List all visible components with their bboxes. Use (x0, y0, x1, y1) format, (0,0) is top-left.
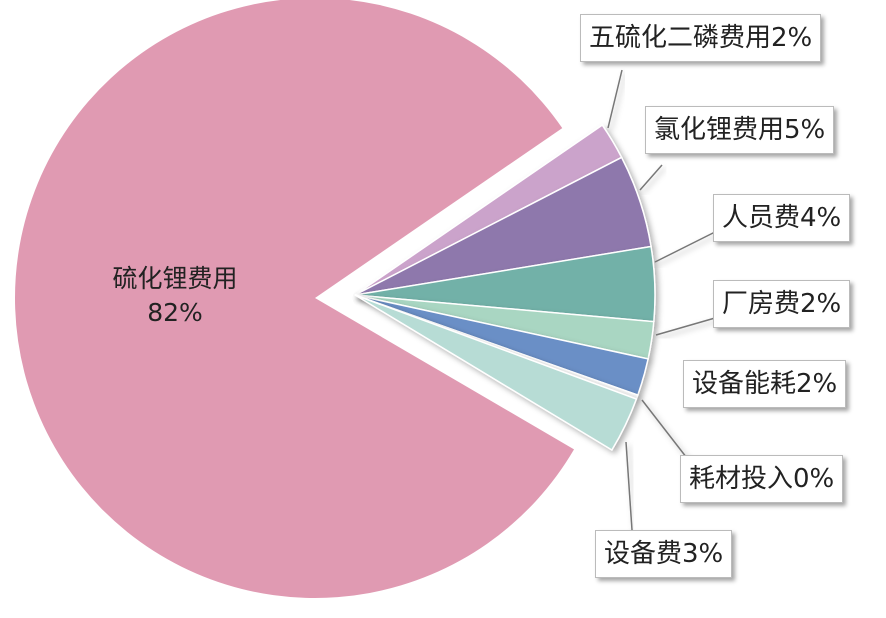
slice-label-main-pct: 82% (147, 298, 203, 327)
slice-label-licl: 氯化锂费用5% (645, 106, 835, 154)
leader-line-3 (655, 317, 716, 336)
slice-label-p2s5: 五硫化二磷费用2% (580, 14, 822, 62)
slice-label-main-name: 硫化锂费用 (112, 264, 238, 293)
pie-slice-7 (354, 294, 638, 451)
leader-line-1 (639, 164, 663, 191)
slice-label-energy: 设备能耗2% (683, 360, 847, 408)
leader-line-5 (641, 399, 691, 463)
slice-label-equipment: 设备费3% (595, 530, 733, 578)
slice-label-plant: 厂房费2% (713, 280, 851, 328)
leader-line-0 (607, 69, 623, 129)
slice-label-main: 硫化锂费用 82% (95, 262, 255, 330)
leader-line-6 (625, 441, 633, 531)
slice-label-consumables: 耗材投入0% (680, 455, 844, 503)
slice-label-staff: 人员费4% (713, 194, 851, 242)
pie-slice-main (15, 0, 575, 598)
leader-line-2 (654, 231, 716, 263)
